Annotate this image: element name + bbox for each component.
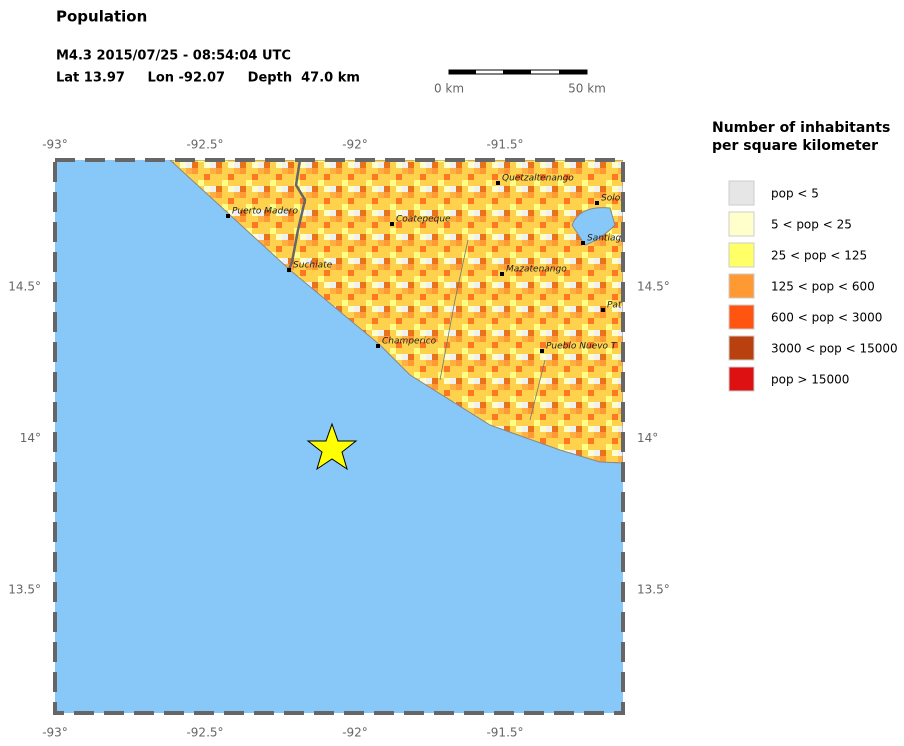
city-label: Coatepeque <box>396 215 451 225</box>
city-marker <box>390 222 394 226</box>
city-marker <box>287 268 291 272</box>
epicenter <box>306 422 358 471</box>
lon-label: -93° <box>42 726 68 740</box>
lat-label: 14.5° <box>637 280 670 294</box>
lon-label: -93° <box>42 138 68 152</box>
city-marker <box>226 214 230 218</box>
city-marker <box>496 181 500 185</box>
map: Quetzaltenango Solol Coatepeque Puerto Made… <box>55 160 623 713</box>
scale-end: 50 km <box>568 82 606 96</box>
legend-title: Number of inhabitants <box>712 120 890 136</box>
lon-label: -91.5° <box>486 138 523 152</box>
city-marker <box>500 272 504 276</box>
legend-swatch <box>728 242 755 268</box>
city-label: Puerto Madero <box>232 207 298 217</box>
lon-label: -91.5° <box>486 726 523 740</box>
border <box>286 160 307 273</box>
city-label: Pat <box>607 301 622 311</box>
lat-label: 14.5° <box>8 280 41 294</box>
location-info: Lat 13.97 Lon -92.07 Depth 47.0 km <box>56 71 360 86</box>
city-label: Quetzaltenango <box>502 174 574 184</box>
city-label: Suchiate <box>293 261 333 271</box>
legend-label: 5 < pop < 25 <box>771 218 852 232</box>
legend-label: 600 < pop < 3000 <box>771 311 882 325</box>
legend-label: 3000 < pop < 15000 <box>771 342 898 356</box>
lon-label: -92° <box>342 138 368 152</box>
city-marker <box>376 344 380 348</box>
legend-swatch <box>728 304 755 330</box>
city-marker <box>581 241 585 245</box>
legend-swatch <box>728 180 755 206</box>
city-marker <box>595 201 599 205</box>
legend-label: pop < 5 <box>771 187 819 201</box>
city-label: Champerico <box>382 337 437 347</box>
event-info: M4.3 2015/07/25 - 08:54:04 UTC <box>56 49 291 64</box>
lon-label: -92.5° <box>186 726 223 740</box>
city-marker <box>540 349 544 353</box>
city-marker <box>601 308 605 312</box>
lat-label: 14° <box>20 431 41 445</box>
lake <box>571 207 616 246</box>
city-label: Pueblo Nuevo T <box>546 342 618 352</box>
scale-start: 0 km <box>434 82 464 96</box>
map-frame <box>53 158 625 715</box>
scale-bar: 0 km 50 km <box>434 69 606 96</box>
land <box>169 160 623 464</box>
legend-label: pop > 15000 <box>771 373 849 387</box>
legend-swatch <box>728 273 755 299</box>
city-label: Solol <box>601 194 623 204</box>
lat-label: 13.5° <box>637 583 670 597</box>
lat-label: 13.5° <box>8 583 41 597</box>
legend-swatch <box>728 366 755 392</box>
city-label: Mazatenango <box>506 265 567 275</box>
legend-swatch <box>728 211 755 237</box>
river <box>439 239 546 421</box>
lon-label: -92.5° <box>186 138 223 152</box>
city-label: Santiag <box>587 234 621 244</box>
legend-swatch <box>728 335 755 361</box>
legend-title: per square kilometer <box>712 138 878 154</box>
legend-label: 25 < pop < 125 <box>771 249 867 263</box>
title: Population <box>56 8 147 26</box>
lon-label: -92° <box>342 726 368 740</box>
legend-label: 125 < pop < 600 <box>771 280 875 294</box>
lat-label: 14° <box>637 431 658 445</box>
